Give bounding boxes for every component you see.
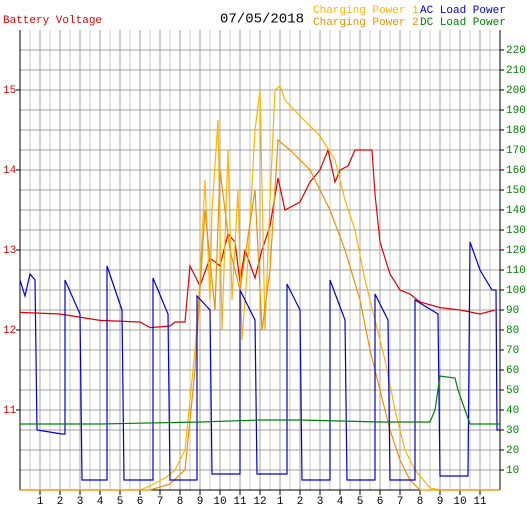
y2-tick-label: 180: [506, 125, 526, 137]
y2-tick-label: 60: [506, 365, 519, 377]
x-tick-label: 9: [437, 496, 444, 508]
y-tick-label: 15: [3, 85, 16, 97]
x-tick-label: 5: [117, 496, 124, 508]
y-tick-label: 12: [3, 325, 16, 337]
y2-tick-label: 110: [506, 265, 526, 277]
chart-title: 07/05/2018: [220, 12, 304, 28]
x-tick-label: 4: [337, 496, 344, 508]
x-tick-label: 9: [197, 496, 204, 508]
x-tick-label: 7: [397, 496, 404, 508]
x-tick-label: 10: [213, 496, 226, 508]
y2-tick-label: 10: [506, 465, 519, 477]
legend-label: AC Load Power: [420, 5, 506, 17]
series-line: [19, 241, 500, 481]
series-line: [20, 375, 500, 425]
x-tick-label: 6: [137, 496, 144, 508]
y2-tick-label: 210: [506, 65, 526, 77]
x-tick-label: 4: [97, 496, 104, 508]
y2-tick-label: 190: [506, 105, 526, 117]
x-tick-label: 6: [377, 496, 384, 508]
x-tick-label: 11: [233, 496, 247, 508]
y2-tick-label: 170: [506, 145, 526, 157]
x-tick-label: 8: [177, 496, 184, 508]
x-tick-label: 12: [253, 496, 266, 508]
y2-tick-label: 220: [506, 45, 526, 57]
series-line: [19, 147, 496, 329]
legend-label: DC Load Power: [420, 17, 506, 29]
y2-tick-label: 40: [506, 405, 519, 417]
x-tick-label: 7: [157, 496, 164, 508]
x-tick-label: 11: [473, 496, 487, 508]
y2-tick-label: 120: [506, 245, 526, 257]
y-tick-label: 13: [3, 245, 16, 257]
y2-tick-label: 80: [506, 325, 519, 337]
y2-tick-label: 130: [506, 225, 526, 237]
y2-tick-label: 150: [506, 185, 526, 197]
y2-tick-label: 100: [506, 285, 526, 297]
legend-label: Charging Power 1: [313, 5, 419, 17]
x-tick-label: 2: [57, 496, 64, 508]
y2-tick-label: 200: [506, 85, 526, 97]
x-tick-label: 5: [357, 496, 364, 508]
y2-tick-label: 70: [506, 345, 519, 357]
y2-tick-label: 20: [506, 445, 519, 457]
x-tick-label: 3: [317, 496, 324, 508]
y2-tick-label: 160: [506, 165, 526, 177]
x-tick-label: 2: [297, 496, 304, 508]
x-tick-label: 3: [77, 496, 84, 508]
x-tick-label: 10: [453, 496, 466, 508]
y-tick-label: 11: [3, 405, 17, 417]
legend-label: Battery Voltage: [3, 15, 102, 27]
y2-tick-label: 140: [506, 205, 526, 217]
x-tick-label: 1: [37, 496, 44, 508]
y2-tick-label: 90: [506, 305, 519, 317]
x-tick-label: 1: [277, 496, 284, 508]
x-tick-label: 8: [417, 496, 424, 508]
legend-label: Charging Power 2: [313, 17, 419, 29]
y-tick-label: 14: [3, 165, 17, 177]
y2-tick-label: 30: [506, 425, 519, 437]
y2-tick-label: 50: [506, 385, 519, 397]
